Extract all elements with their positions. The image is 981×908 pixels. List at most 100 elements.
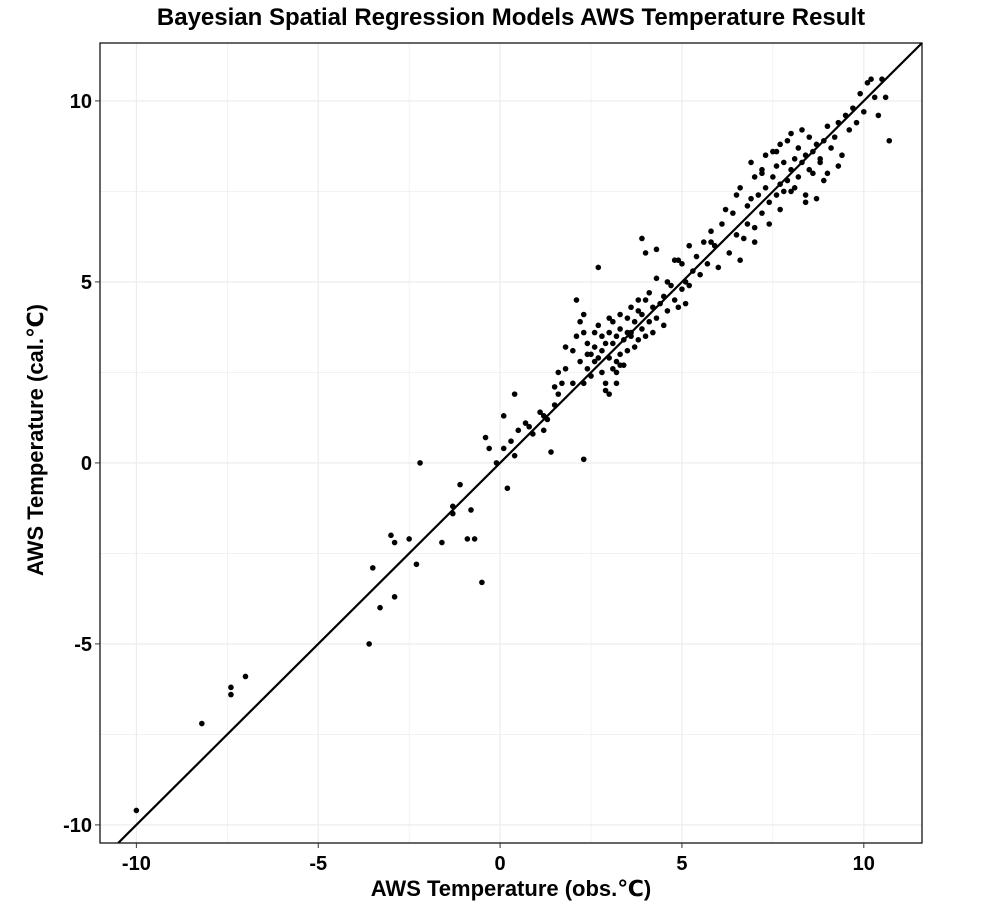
data-point bbox=[613, 333, 620, 340]
data-point bbox=[613, 358, 620, 365]
data-point bbox=[580, 311, 587, 318]
data-point bbox=[657, 300, 663, 307]
data-point bbox=[595, 264, 602, 271]
plot-border bbox=[99, 42, 923, 844]
data-point bbox=[668, 282, 674, 289]
data-point bbox=[737, 257, 743, 263]
data-point bbox=[530, 431, 536, 437]
y-tick-label: 10 bbox=[70, 91, 92, 113]
data-point bbox=[846, 127, 853, 133]
data-point bbox=[406, 536, 412, 542]
data-point bbox=[628, 329, 634, 336]
data-point bbox=[730, 210, 736, 216]
data-point bbox=[835, 119, 842, 126]
data-point bbox=[733, 192, 740, 198]
data-point bbox=[228, 684, 234, 691]
data-point bbox=[417, 460, 423, 466]
data-point bbox=[526, 423, 532, 430]
y-tick-label: 5 bbox=[81, 272, 92, 294]
data-point bbox=[871, 94, 878, 101]
data-point bbox=[570, 347, 576, 354]
data-point bbox=[802, 152, 809, 159]
data-point bbox=[748, 195, 754, 202]
data-point bbox=[537, 409, 543, 416]
data-point bbox=[842, 112, 849, 119]
data-point bbox=[788, 188, 794, 195]
data-point bbox=[639, 326, 645, 332]
data-point bbox=[486, 445, 492, 452]
data-point bbox=[577, 358, 583, 365]
data-point bbox=[610, 318, 616, 325]
data-point bbox=[613, 369, 620, 376]
data-point bbox=[799, 159, 805, 166]
data-point bbox=[799, 127, 805, 133]
data-point bbox=[762, 184, 769, 191]
data-point bbox=[439, 539, 445, 546]
data-point bbox=[886, 137, 893, 144]
data-point bbox=[500, 445, 507, 452]
data-point bbox=[580, 456, 587, 463]
data-point bbox=[606, 355, 613, 361]
data-point bbox=[697, 271, 703, 278]
data-point bbox=[580, 329, 587, 336]
data-point bbox=[620, 337, 627, 343]
data-point bbox=[813, 195, 820, 202]
data-point bbox=[639, 235, 645, 242]
data-point bbox=[413, 561, 420, 568]
data-point bbox=[726, 250, 733, 256]
data-point bbox=[682, 300, 689, 307]
data-point bbox=[660, 322, 667, 329]
data-point bbox=[653, 275, 660, 282]
data-point bbox=[479, 579, 485, 586]
data-point bbox=[595, 322, 602, 329]
reference-line-layer bbox=[117, 42, 923, 844]
data-point bbox=[802, 192, 809, 198]
data-point bbox=[711, 242, 718, 249]
data-point bbox=[508, 438, 514, 444]
data-point bbox=[686, 242, 693, 249]
data-point bbox=[882, 94, 889, 101]
data-point bbox=[744, 221, 751, 227]
data-points bbox=[133, 76, 893, 814]
data-point bbox=[635, 308, 642, 314]
data-point bbox=[617, 311, 623, 318]
data-point bbox=[708, 228, 714, 235]
data-point bbox=[802, 199, 809, 206]
data-point bbox=[693, 253, 700, 260]
data-point bbox=[642, 250, 649, 256]
data-point bbox=[671, 297, 678, 303]
data-point bbox=[864, 80, 871, 86]
data-point bbox=[773, 148, 780, 155]
data-point bbox=[650, 329, 656, 336]
data-point bbox=[777, 141, 783, 148]
data-point bbox=[788, 166, 794, 173]
data-point bbox=[828, 145, 834, 151]
data-point bbox=[613, 380, 620, 387]
data-point bbox=[759, 170, 765, 177]
data-point bbox=[584, 351, 591, 358]
data-point bbox=[751, 239, 758, 245]
data-point bbox=[813, 141, 820, 148]
data-point bbox=[606, 315, 613, 321]
data-point bbox=[788, 130, 794, 137]
data-point bbox=[777, 181, 783, 187]
data-point bbox=[835, 163, 842, 169]
data-point bbox=[591, 344, 598, 350]
data-point bbox=[602, 380, 609, 387]
data-point bbox=[700, 239, 707, 245]
data-point bbox=[773, 192, 780, 198]
data-point bbox=[635, 337, 642, 343]
data-point bbox=[646, 318, 653, 325]
data-point bbox=[577, 318, 583, 325]
data-point bbox=[733, 232, 740, 238]
data-point bbox=[606, 329, 613, 336]
data-point bbox=[784, 177, 791, 184]
data-point bbox=[795, 174, 802, 180]
data-point bbox=[682, 279, 689, 285]
data-point bbox=[751, 224, 758, 231]
data-point bbox=[522, 420, 529, 426]
chart-title: Bayesian Spatial Regression Models AWS T… bbox=[156, 4, 866, 31]
data-point bbox=[617, 326, 623, 332]
data-point bbox=[591, 329, 598, 336]
